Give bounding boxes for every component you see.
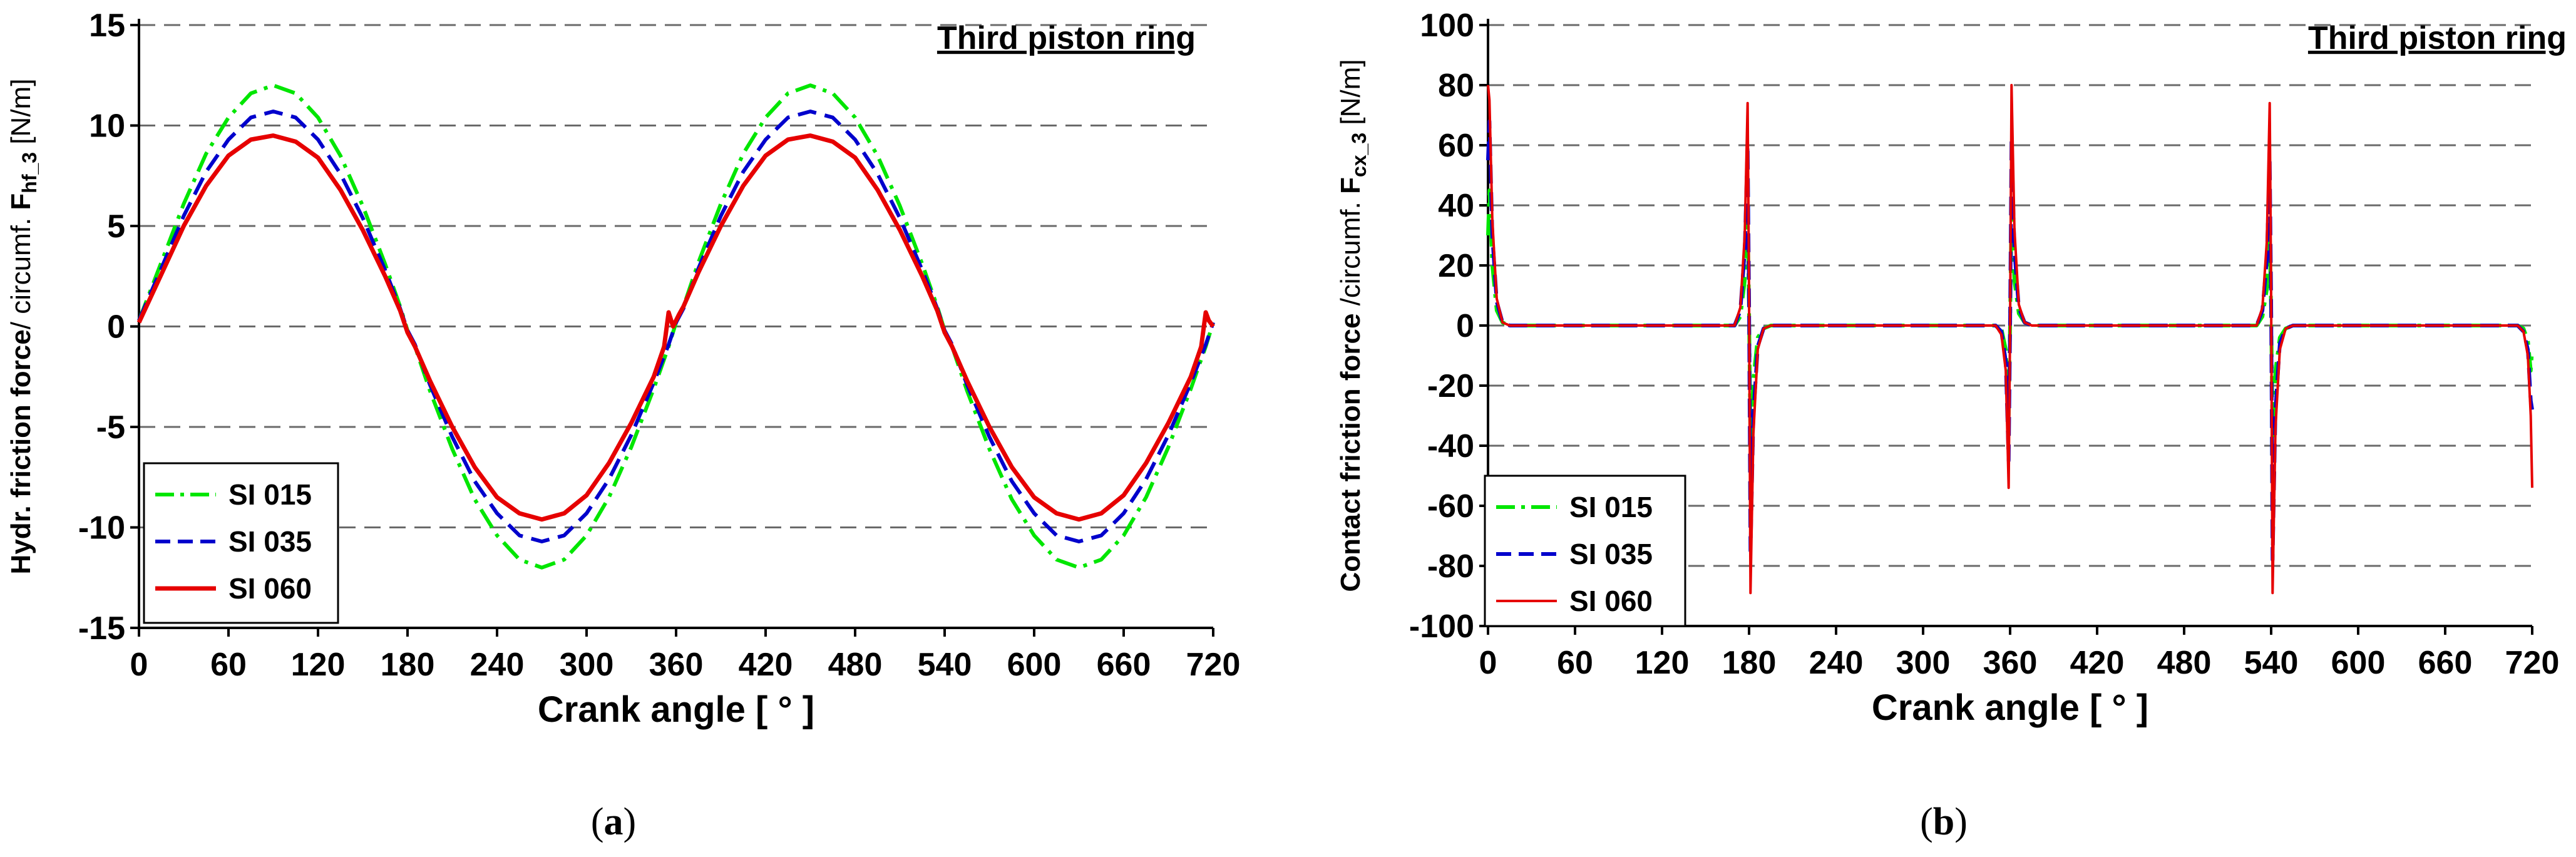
x-tick-label: 660 xyxy=(1097,647,1151,683)
y-axis-label-unit: [N/m] xyxy=(1335,59,1366,132)
y-axis-label: Hydr. friction force/ circumf. Fhf_3 [N/… xyxy=(6,79,41,575)
legend-label: SI 060 xyxy=(228,572,312,605)
x-tick-label: 420 xyxy=(739,647,793,683)
y-tick-label: 10 xyxy=(89,108,125,145)
x-tick-label: 660 xyxy=(2418,645,2473,681)
x-tick-label: 120 xyxy=(291,647,346,683)
y-tick-label: -5 xyxy=(96,409,125,446)
x-tick-label: 60 xyxy=(1557,645,1593,681)
x-tick-label: 180 xyxy=(381,647,435,683)
chart-panel-b: -100 -80 -60 -40 -20 0 20 40 60 80 100 0 60 120 180 240… xyxy=(1335,8,2567,843)
x-tick-label: 0 xyxy=(130,647,148,683)
y-axis-label-symbol: F xyxy=(1335,177,1366,194)
y-tick-label: 60 xyxy=(1438,128,1474,164)
y-tick-label: -10 xyxy=(78,510,125,547)
x-tick-label: 480 xyxy=(2157,645,2212,681)
x-tick-label: 720 xyxy=(1186,647,1241,683)
x-tick-label: 600 xyxy=(2331,645,2386,681)
x-tick-label: 540 xyxy=(2244,645,2299,681)
legend-label: SI 015 xyxy=(1569,491,1653,523)
y-axis-label-subscript: cx_3 xyxy=(1348,133,1370,177)
x-tick-label: 120 xyxy=(1635,645,1690,681)
x-tick-label: 300 xyxy=(560,647,614,683)
y-tick-label: 15 xyxy=(89,8,125,44)
x-tick-label: 600 xyxy=(1007,647,1062,683)
y-tick-label: 20 xyxy=(1438,248,1474,284)
x-tick-label: 360 xyxy=(649,647,704,683)
y-tick-label: 0 xyxy=(107,309,125,346)
x-axis-label: Crank angle [ ° ] xyxy=(538,689,814,730)
x-tick-label: 0 xyxy=(1479,645,1497,681)
y-tick-label: 80 xyxy=(1438,68,1474,104)
chart-panel-a: -15 -10 -5 0 5 10 15 0 60 120 180 240 300 360 420 480 54… xyxy=(6,8,1240,843)
y-tick-label: 40 xyxy=(1438,188,1474,224)
y-tick-label: 100 xyxy=(1420,8,1474,44)
x-tick-label: 180 xyxy=(1722,645,1777,681)
y-tick-label: -80 xyxy=(1427,548,1474,585)
x-tick-label: 420 xyxy=(2070,645,2125,681)
y-tick-label: -15 xyxy=(78,610,125,647)
y-tick-label: 0 xyxy=(1456,308,1474,344)
panel-label: (b) xyxy=(1920,801,1968,843)
y-tick-label: -60 xyxy=(1427,488,1474,525)
chart-title: Third piston ring xyxy=(937,20,1196,56)
series-line-si-060 xyxy=(136,133,1215,522)
chart-title: Third piston ring xyxy=(2308,20,2567,56)
x-tick-label: 240 xyxy=(470,647,525,683)
y-tick-label: -40 xyxy=(1427,428,1474,464)
x-tick-label: 360 xyxy=(1983,645,2038,681)
x-tick-label: 300 xyxy=(1896,645,1951,681)
x-tick-label: 60 xyxy=(210,647,247,683)
x-axis-label: Crank angle [ ° ] xyxy=(1872,687,2148,728)
series-line-si-060 xyxy=(1487,84,2533,595)
y-axis-label-symbol: F xyxy=(6,193,36,210)
series-line-si-015 xyxy=(137,83,1215,570)
legend-label: SI 035 xyxy=(1569,538,1653,570)
y-tick-label: 5 xyxy=(107,208,125,245)
y-tick-label: -100 xyxy=(1409,608,1474,645)
x-tick-label: 240 xyxy=(1809,645,1864,681)
legend-label: SI 060 xyxy=(1569,585,1653,617)
legend: SI 015 SI 035 SI 060 xyxy=(143,462,339,624)
y-axis-label-part: /circumf. xyxy=(1335,194,1366,314)
y-axis-label-part: / circumf. xyxy=(6,210,36,330)
panel-label: (a) xyxy=(591,801,636,843)
y-axis-label-main: Hydr. friction force xyxy=(6,329,36,574)
x-tick-label: 540 xyxy=(918,647,972,683)
y-axis-label-main: Contact friction force xyxy=(1335,314,1366,592)
legend-label: SI 015 xyxy=(228,478,312,511)
panel-label-letter: a xyxy=(604,801,623,843)
x-tick-label: 720 xyxy=(2505,645,2560,681)
legend-label: SI 035 xyxy=(228,525,312,558)
y-axis-label-unit: [N/m] xyxy=(6,79,36,152)
y-tick-label: -20 xyxy=(1427,368,1474,404)
legend-box xyxy=(143,462,339,624)
panel-label-letter: b xyxy=(1933,801,1954,843)
y-axis-label-subscript: hf_3 xyxy=(18,152,41,193)
legend: SI 015 SI 035 SI 060 xyxy=(1484,475,1686,627)
y-axis-label: Contact friction force /circumf. Fcx_3 [… xyxy=(1335,59,1370,592)
x-tick-label: 480 xyxy=(828,647,883,683)
